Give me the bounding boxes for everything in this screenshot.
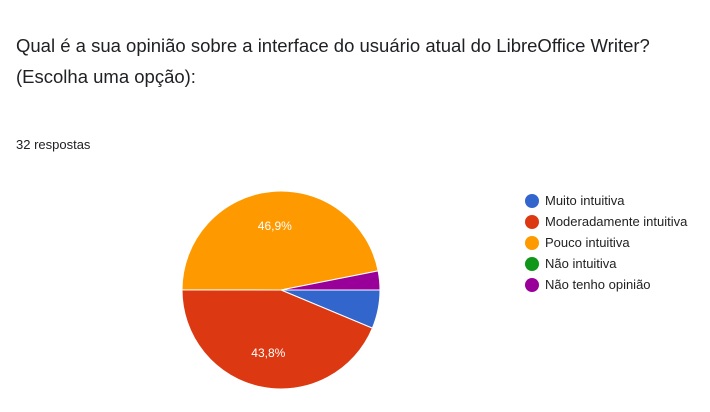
- question-title: Qual é a sua opinião sobre a interface d…: [16, 30, 696, 92]
- legend-label: Pouco intuitiva: [545, 235, 630, 250]
- pie-slice-2[interactable]: [181, 190, 379, 291]
- legend-item[interactable]: Muito intuitiva: [525, 190, 687, 211]
- legend-item[interactable]: Pouco intuitiva: [525, 232, 687, 253]
- pie-slice-label-2: 46,9%: [258, 219, 292, 233]
- response-count: 32 respostas: [16, 137, 91, 152]
- legend-item[interactable]: Não intuitiva: [525, 253, 687, 274]
- legend-swatch: [525, 193, 539, 208]
- pie-slice-1[interactable]: [181, 289, 374, 390]
- legend-label: Não intuitiva: [545, 256, 617, 271]
- legend-swatch: [525, 256, 539, 271]
- legend-label: Moderadamente intuitiva: [545, 214, 688, 229]
- legend-label: Não tenho opinião: [545, 277, 651, 292]
- pie-slice-label-1: 43,8%: [251, 346, 285, 360]
- legend-label: Muito intuitiva: [545, 193, 625, 208]
- legend-item[interactable]: Moderadamente intuitiva: [525, 211, 687, 232]
- legend-swatch: [525, 235, 539, 250]
- legend-item[interactable]: Não tenho opinião: [525, 274, 687, 295]
- pie-slice-4[interactable]: [280, 270, 381, 291]
- question-line-1: Qual é a sua opinião sobre a interface d…: [16, 35, 650, 56]
- question-line-2: (Escolha uma opção):: [16, 66, 196, 87]
- chart-legend: Muito intuitiva Moderadamente intuitiva Po…: [525, 190, 687, 295]
- legend-swatch: [525, 277, 539, 292]
- legend-swatch: [525, 214, 539, 229]
